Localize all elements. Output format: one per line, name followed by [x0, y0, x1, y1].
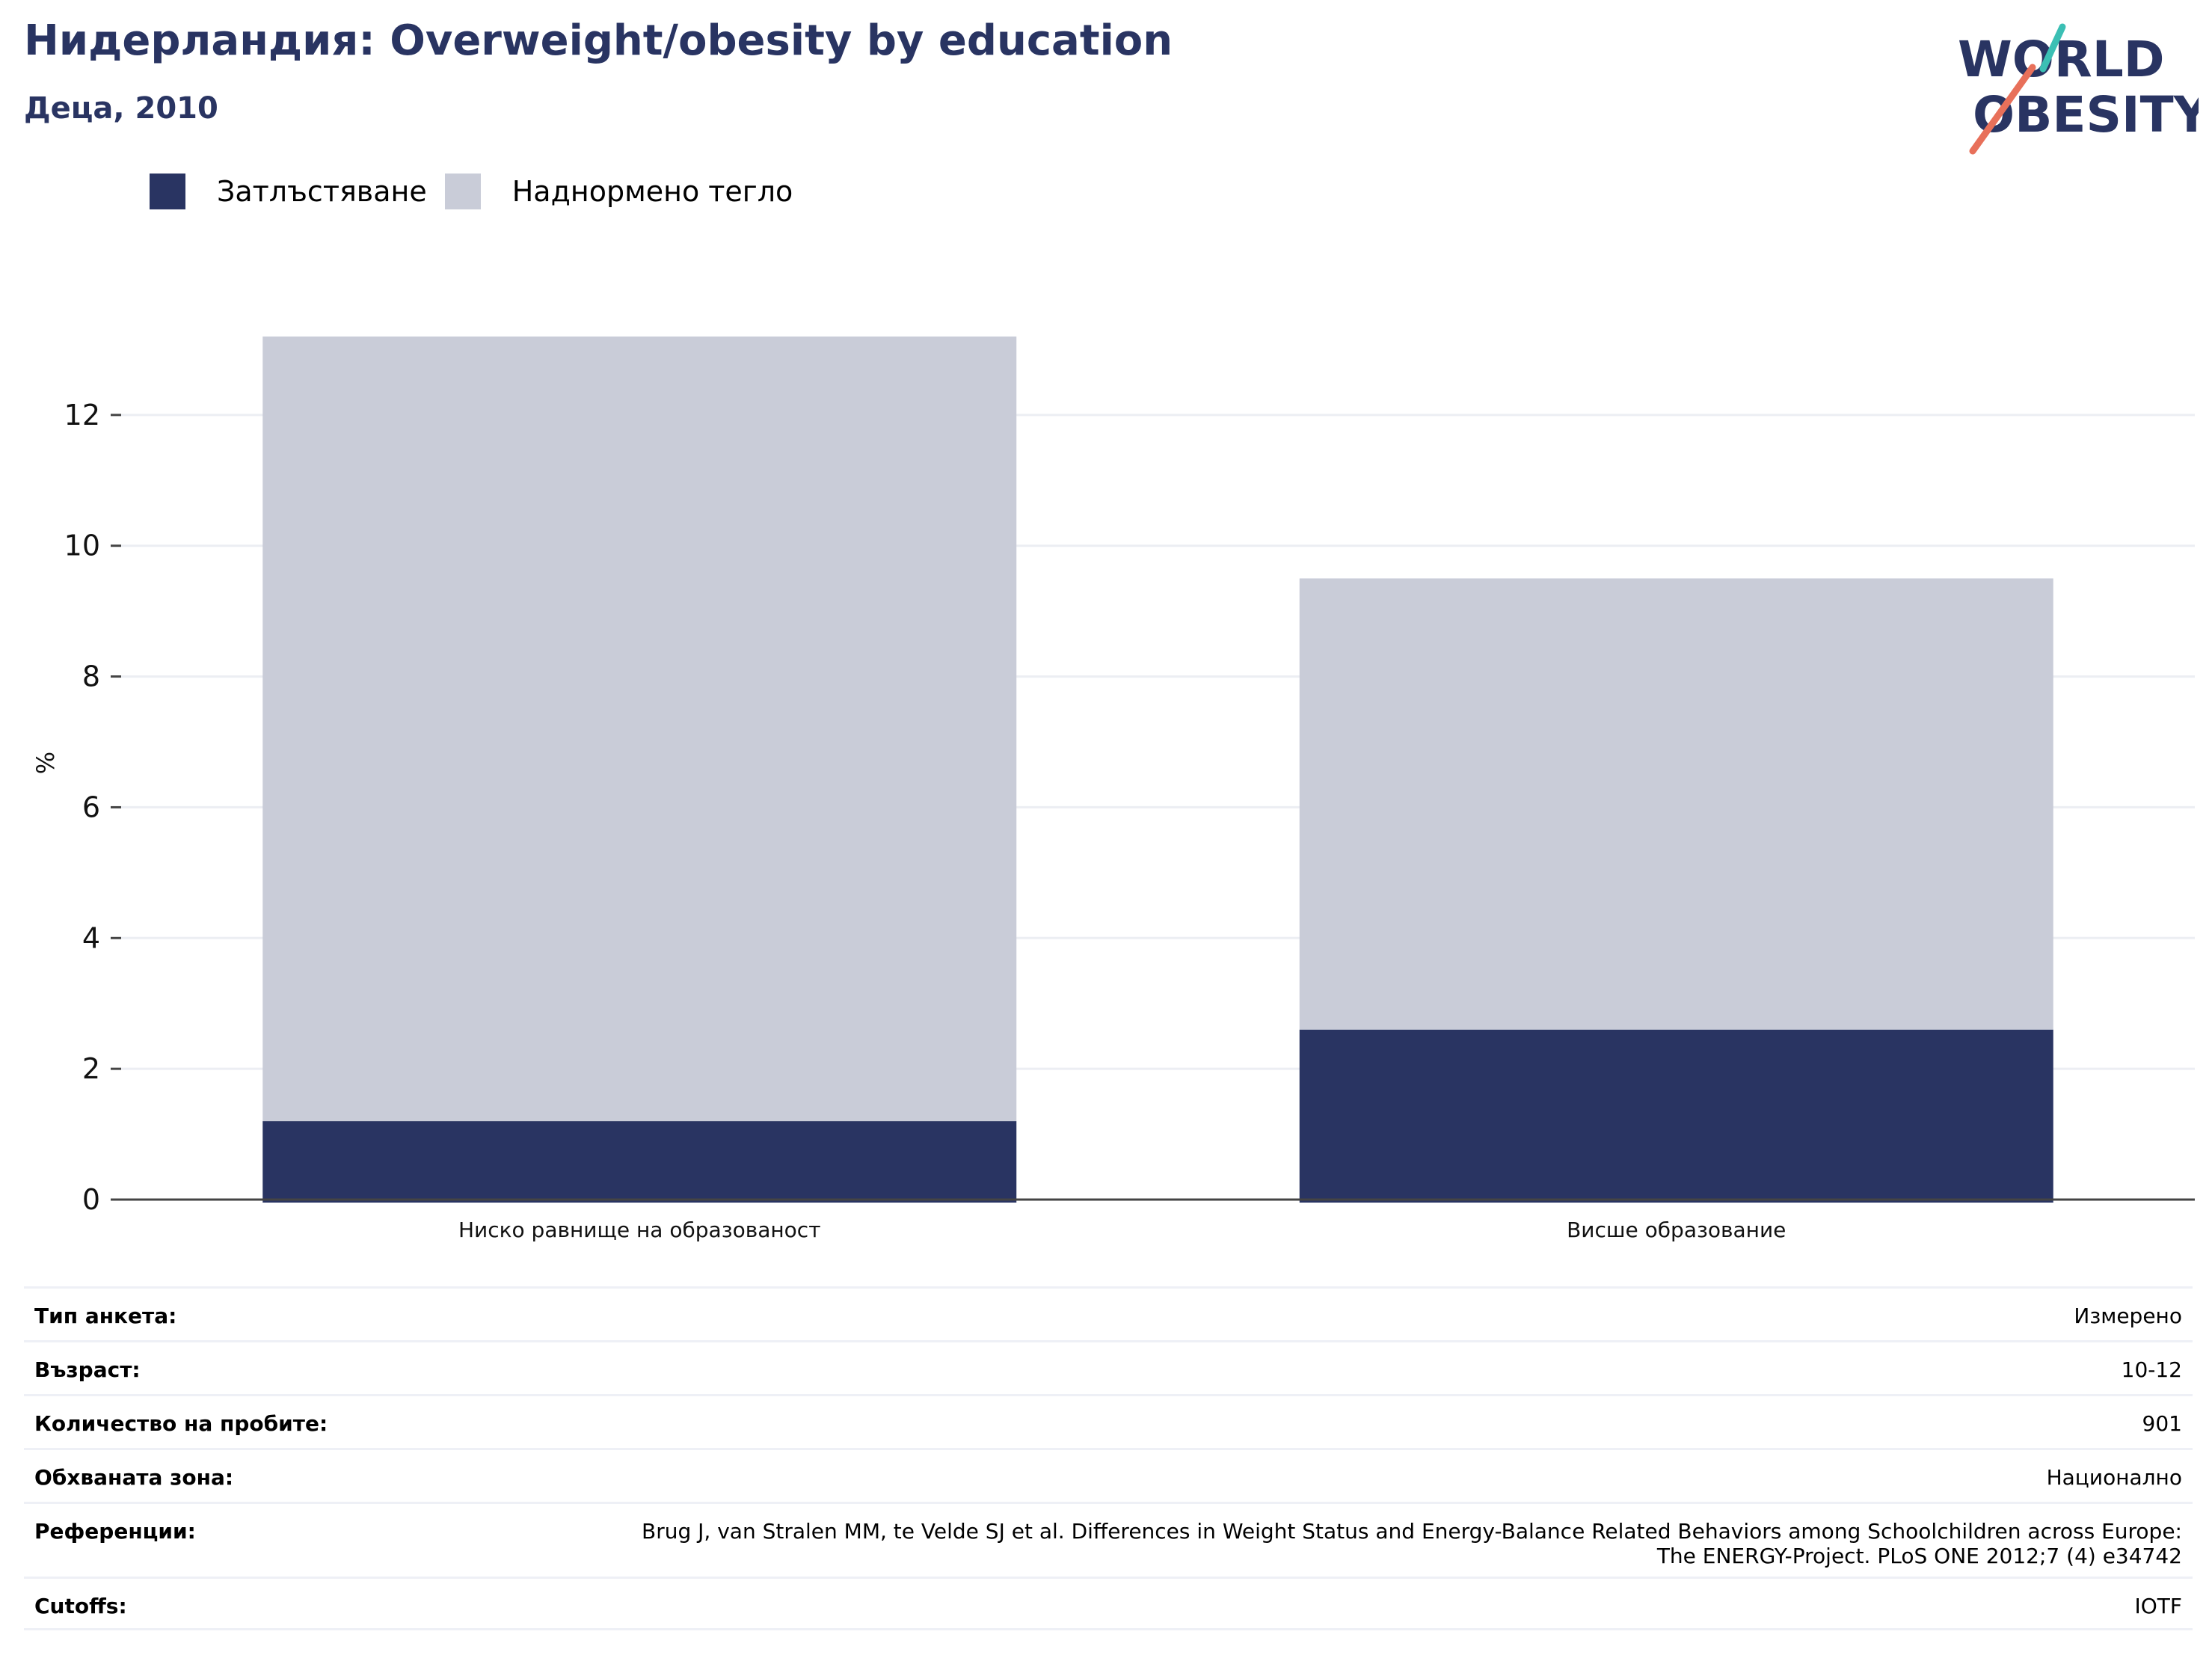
meta-label: Обхваната зона:: [34, 1465, 234, 1490]
meta-row: Количество на пробите: 901: [24, 1394, 2193, 1448]
meta-label: Cutoffs:: [34, 1594, 127, 1618]
legend-swatch-overweight: [444, 174, 481, 209]
logo-slash-teal: [2039, 23, 2066, 73]
y-tick-label: 6: [82, 791, 100, 823]
legend-label-obesity: Затлъстяване: [217, 175, 427, 208]
survey-metadata-table: Тип анкета: Измерено Възраст: 10-12 Количест…: [24, 1286, 2193, 1630]
legend-item-obesity: Затлъстяване: [150, 174, 427, 209]
y-axis-label: %: [31, 752, 60, 774]
meta-row: Cutoffs: IOTF: [24, 1577, 2193, 1630]
meta-value: 901: [2142, 1411, 2182, 1436]
y-tick-label: 10: [64, 529, 100, 562]
meta-value: Измерено: [2074, 1304, 2182, 1328]
bar-obesity: [262, 1121, 1017, 1203]
meta-row: Референции: Brug J, van Stralen MM, te Ve…: [24, 1502, 2193, 1577]
legend-swatch-obesity: [150, 174, 185, 209]
meta-value: IOTF: [2134, 1594, 2182, 1618]
meta-label: Възраст:: [34, 1357, 141, 1382]
y-tick-label: 0: [82, 1183, 100, 1216]
bar-chart: 0 2 4 6 8 10 12% Ниско равнище на образованост В…: [31, 336, 2195, 1242]
meta-row: Възраст: 10-12: [24, 1340, 2193, 1394]
meta-value: 10-12: [2121, 1357, 2182, 1382]
x-tick-label: Ниско равнище на образованост: [458, 1218, 821, 1242]
meta-value: Brug J, van Stralen MM, te Velde SJ et a…: [642, 1519, 2182, 1568]
logo-text-world: WORLD: [1958, 31, 2165, 88]
logo-slash-coral: [1969, 64, 2036, 155]
y-tick-label: 4: [82, 921, 100, 954]
bar-overweight: [262, 336, 1017, 1122]
bar-overweight: [1299, 578, 2053, 1030]
y-tick-label: 12: [64, 399, 100, 432]
y-tick-label: 8: [82, 660, 100, 693]
x-tick-label: Висше образование: [1567, 1218, 1786, 1242]
legend-item-overweight: Наднормено тегло: [444, 174, 793, 209]
meta-value: Национално: [2046, 1465, 2182, 1490]
y-tick-label: 2: [82, 1052, 100, 1085]
legend-label-overweight: Наднормено тегло: [511, 175, 793, 208]
world-obesity-logo: WORLD OBESITY: [1958, 23, 2199, 155]
meta-label: Количество на пробите:: [34, 1411, 328, 1436]
meta-label: Референции:: [34, 1519, 196, 1544]
chart-title: Нидерландия: Overweight/obesity by educa…: [24, 16, 1173, 65]
chart-subtitle: Деца, 2010: [24, 91, 218, 126]
meta-row: Обхваната зона: Национално: [24, 1448, 2193, 1502]
bar-obesity: [1299, 1029, 2053, 1203]
logo-text-obesity: OBESITY: [1973, 86, 2199, 144]
legend: Затлъстяване Наднормено тегло: [150, 172, 811, 211]
meta-label: Тип анкета:: [34, 1304, 177, 1328]
meta-row: Тип анкета: Измерено: [24, 1286, 2193, 1340]
